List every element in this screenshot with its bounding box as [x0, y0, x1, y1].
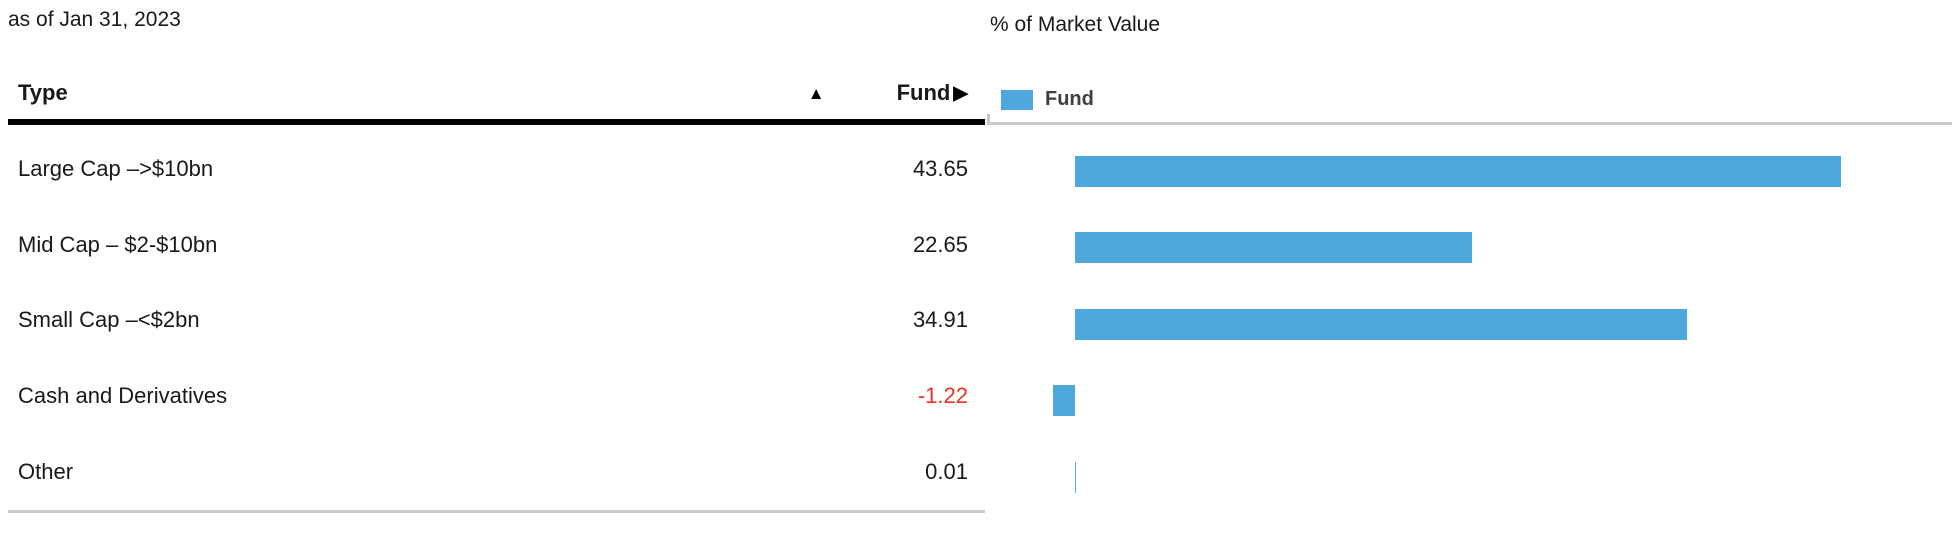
table-row: Other 0.01: [8, 434, 985, 510]
bar-row: [987, 204, 1952, 280]
bar-row: [987, 281, 1952, 357]
table-row: Large Cap –>$10bn 43.65: [8, 131, 985, 207]
type-table-body: Large Cap –>$10bn 43.65 Mid Cap – $2-$10bn…: [8, 131, 985, 513]
market-value-chart: % of Market Value Fund: [987, 0, 1952, 534]
row-fund-value: 22.65: [912, 231, 968, 257]
column-header-fund-label: Fund: [896, 80, 951, 105]
table-header: Type ▲ Fund ▶: [8, 56, 985, 125]
fund-bar[interactable]: [1074, 308, 1688, 340]
fund-bar[interactable]: [1053, 385, 1075, 417]
row-fund-value: 34.91: [912, 307, 968, 333]
column-header-fund[interactable]: Fund ▶: [897, 80, 968, 106]
row-type-label: Other: [18, 459, 74, 485]
fund-bar[interactable]: [1074, 232, 1473, 264]
column-header-type[interactable]: Type: [18, 80, 68, 106]
chart-axis-tick: [987, 114, 990, 122]
bar-row: [987, 434, 1952, 510]
fund-bar[interactable]: [1074, 156, 1841, 187]
row-type-label: Small Cap –<$2bn: [18, 307, 200, 333]
table-row: Mid Cap – $2-$10bn 22.65: [8, 207, 985, 283]
legend-fund-label: Fund: [1045, 88, 1094, 110]
as-of-date: as of Jan 31, 2023: [8, 8, 181, 31]
bar-row: [987, 357, 1952, 433]
chart-legend[interactable]: Fund: [1001, 88, 1094, 111]
row-fund-value: 0.01: [925, 459, 968, 485]
expand-column-icon[interactable]: ▶: [953, 83, 968, 104]
chart-top-axis-line: [987, 122, 1952, 125]
legend-fund-swatch: [1001, 89, 1033, 110]
row-fund-value: 43.65: [912, 155, 968, 181]
sort-ascending-icon[interactable]: ▲: [807, 84, 825, 103]
bar-plot: [987, 128, 1952, 510]
table-row: Cash and Derivatives -1.22: [8, 358, 985, 434]
row-type-label: Mid Cap – $2-$10bn: [18, 231, 218, 257]
bar-row: [987, 128, 1952, 204]
row-type-label: Large Cap –>$10bn: [18, 155, 214, 181]
column-header-type-label: Type: [18, 80, 68, 105]
row-type-label: Cash and Derivatives: [18, 383, 228, 409]
row-fund-value: -1.22: [917, 383, 968, 409]
table-row: Small Cap –<$2bn 34.91: [8, 283, 985, 359]
chart-title: % of Market Value: [990, 13, 1161, 36]
